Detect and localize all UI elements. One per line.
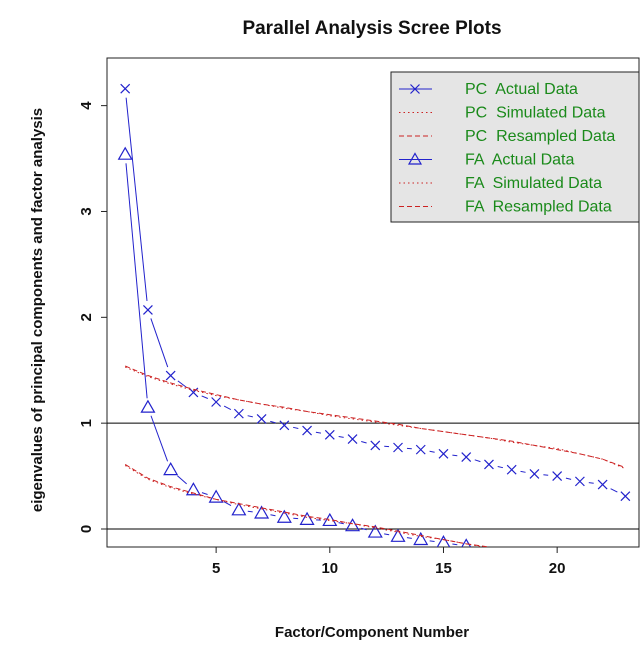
series-point-0-13 xyxy=(416,445,425,454)
series-point-0-1 xyxy=(143,305,152,314)
chart-title: Parallel Analysis Scree Plots xyxy=(242,18,501,39)
series-point-0-5 xyxy=(234,409,243,418)
legend-label-4: FA Simulated Data xyxy=(465,175,602,192)
series-segment-0-21 xyxy=(611,489,618,492)
series-segment-0-9 xyxy=(339,436,344,437)
series-point-0-16 xyxy=(484,460,493,469)
series-point-3-9 xyxy=(323,514,336,525)
series-line-2 xyxy=(125,366,625,468)
series-segment-3-5 xyxy=(248,511,253,512)
series-point-0-9 xyxy=(325,430,334,439)
series-point-3-0 xyxy=(119,148,132,159)
series-point-0-19 xyxy=(553,472,562,481)
series-point-0-17 xyxy=(507,465,516,474)
series-segment-0-15 xyxy=(475,460,481,462)
series-point-0-4 xyxy=(212,397,221,406)
x-tick-label-3: 20 xyxy=(549,560,566,577)
series-line-1 xyxy=(125,367,625,469)
series-segment-3-2 xyxy=(177,476,186,484)
series-5 xyxy=(125,464,489,547)
legend-label-1: PC Simulated Data xyxy=(465,105,606,122)
series-segment-3-6 xyxy=(270,515,275,516)
series-segment-3-9 xyxy=(339,523,344,524)
series-point-0-20 xyxy=(575,477,584,486)
series-segment-0-8 xyxy=(316,432,321,433)
series-segment-0-10 xyxy=(361,441,366,443)
x-tick-label-1: 10 xyxy=(321,560,338,577)
series-point-3-5 xyxy=(232,503,245,514)
series-segment-0-6 xyxy=(270,421,275,423)
legend-label-5: FA Resampled Data xyxy=(465,199,612,216)
series-point-3-4 xyxy=(210,491,223,502)
series-segment-0-16 xyxy=(498,466,503,467)
x-axis-title: Factor/Component Number xyxy=(275,624,469,641)
series-point-0-18 xyxy=(530,469,539,478)
series-point-0-0 xyxy=(121,84,130,93)
legend: PC Actual Data PC Simulated Data PC Resamp… xyxy=(391,72,639,222)
y-tick-label-0: 0 xyxy=(78,525,95,533)
legend-label-3: FA Actual Data xyxy=(465,152,575,169)
series-point-0-22 xyxy=(621,492,630,501)
series-point-3-13 xyxy=(414,533,427,544)
y-tick-label-1: 1 xyxy=(78,419,95,427)
series-segment-3-12 xyxy=(407,538,412,539)
series-segment-3-11 xyxy=(384,534,389,535)
series-point-0-8 xyxy=(303,426,312,435)
series-segment-3-3 xyxy=(202,493,208,495)
series-segment-0-19 xyxy=(566,478,571,479)
series-segment-0-14 xyxy=(452,455,457,456)
series-point-0-11 xyxy=(371,441,380,450)
series-segment-0-7 xyxy=(293,427,298,428)
series-point-0-21 xyxy=(598,480,607,489)
series-point-0-2 xyxy=(166,371,175,380)
series-segment-0-5 xyxy=(248,416,253,417)
series-point-3-1 xyxy=(141,401,154,412)
series-point-0-7 xyxy=(280,421,289,430)
series-line-5 xyxy=(125,464,489,547)
x-tick-label-0: 5 xyxy=(212,560,220,577)
y-axis-title: eigenvalues of principal components and … xyxy=(29,108,46,512)
series-segment-3-1 xyxy=(151,416,168,462)
series-segment-0-1 xyxy=(151,318,168,367)
series-segment-0-4 xyxy=(224,406,231,409)
x-tick-label-2: 15 xyxy=(435,560,452,577)
series-point-0-10 xyxy=(348,435,357,444)
series-2 xyxy=(125,366,625,468)
series-segment-0-3 xyxy=(202,396,208,399)
series-point-0-12 xyxy=(394,443,403,452)
series-segment-3-13 xyxy=(430,541,435,542)
y-tick-label-3: 3 xyxy=(78,207,95,215)
legend-label-2: PC Resampled Data xyxy=(465,128,615,145)
series-point-3-2 xyxy=(164,463,177,474)
series-segment-3-14 xyxy=(452,544,457,545)
series-point-3-14 xyxy=(437,536,450,547)
series-segment-0-20 xyxy=(589,483,594,484)
series-point-0-6 xyxy=(257,414,266,423)
y-tick-label-2: 2 xyxy=(78,313,95,321)
series-point-0-15 xyxy=(462,453,471,462)
legend-label-0: PC Actual Data xyxy=(465,81,578,98)
series-1 xyxy=(125,367,625,469)
series-segment-0-17 xyxy=(521,471,526,472)
y-tick-label-4: 4 xyxy=(78,101,95,110)
series-point-3-8 xyxy=(301,513,314,524)
series-point-0-14 xyxy=(439,449,448,458)
series-segment-0-13 xyxy=(430,451,435,452)
